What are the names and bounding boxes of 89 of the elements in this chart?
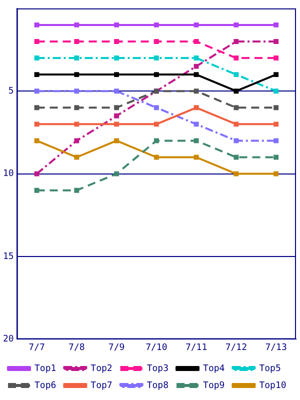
legend-label: Top4: [203, 364, 225, 374]
x-tick-label: 7/10: [146, 342, 168, 353]
point: [274, 88, 279, 94]
point: [274, 154, 279, 160]
legend-label: Top3: [146, 364, 169, 374]
point: [154, 138, 159, 144]
legend-label: Top1: [34, 364, 56, 374]
point: [274, 138, 279, 144]
point: [234, 56, 239, 60]
point: [194, 72, 199, 78]
point: [154, 56, 159, 60]
point: [74, 56, 80, 60]
point: [114, 138, 120, 144]
point: [114, 22, 120, 28]
point: [34, 171, 40, 176]
point: [34, 56, 40, 60]
point: [234, 105, 239, 110]
point: [74, 122, 80, 127]
point: [114, 56, 120, 60]
point: [274, 72, 279, 78]
legend-label: Top7: [90, 380, 112, 391]
point: [194, 105, 199, 110]
point: [194, 138, 199, 144]
point: [234, 122, 239, 127]
point: [194, 64, 199, 69]
point: [274, 56, 279, 60]
point: [194, 39, 199, 44]
point: [234, 88, 239, 94]
point: [234, 39, 239, 44]
point: [194, 154, 199, 160]
point: [34, 105, 40, 110]
y-tick-label: 5: [8, 86, 14, 96]
point: [114, 113, 120, 118]
point: [74, 105, 80, 110]
point: [74, 39, 80, 44]
legend-label: Top9: [203, 380, 225, 391]
point: [74, 188, 80, 193]
point: [154, 72, 159, 78]
point: [114, 105, 120, 110]
point: [114, 72, 120, 78]
point: [34, 122, 40, 127]
y-tick-label: 15: [2, 252, 14, 262]
point: [34, 138, 40, 144]
legend-label: Top8: [146, 380, 169, 391]
point: [234, 72, 239, 78]
point: [74, 72, 80, 78]
y-tick-label: 10: [2, 169, 14, 180]
point: [34, 88, 40, 94]
point: [234, 171, 239, 176]
point: [114, 171, 120, 176]
point: [234, 22, 239, 28]
point: [274, 171, 279, 176]
point: [34, 39, 40, 44]
point: [234, 154, 239, 160]
legend-label: Top10: [259, 380, 286, 391]
point: [274, 105, 279, 110]
y-tick-label: 20: [2, 334, 14, 345]
legend-label: Top6: [34, 380, 56, 391]
point: [154, 22, 159, 28]
point: [234, 138, 239, 144]
legend-label: Top5: [259, 364, 281, 374]
point: [154, 154, 159, 160]
x-tick-label: 7/7: [28, 342, 45, 353]
x-tick-label: 7/8: [68, 342, 85, 353]
point: [194, 22, 199, 28]
x-tick-label: 7/12: [225, 342, 248, 353]
point: [154, 39, 159, 44]
point: [74, 22, 80, 28]
point: [154, 105, 159, 110]
point: [274, 22, 279, 28]
point: [274, 122, 279, 127]
point: [74, 154, 80, 160]
point: [194, 88, 199, 94]
point: [74, 88, 80, 94]
point: [274, 39, 279, 44]
point: [34, 72, 40, 78]
point: [114, 122, 120, 127]
x-tick-label: 7/13: [265, 342, 287, 353]
point: [114, 39, 120, 44]
point: [74, 138, 80, 144]
legend-label: Top2: [90, 364, 112, 374]
x-tick-label: 7/9: [108, 342, 125, 353]
point: [194, 56, 199, 60]
point: [114, 88, 120, 94]
x-tick-label: 7/11: [185, 342, 208, 353]
point: [34, 188, 40, 193]
point: [194, 122, 199, 127]
point: [154, 122, 159, 127]
point: [34, 22, 40, 28]
